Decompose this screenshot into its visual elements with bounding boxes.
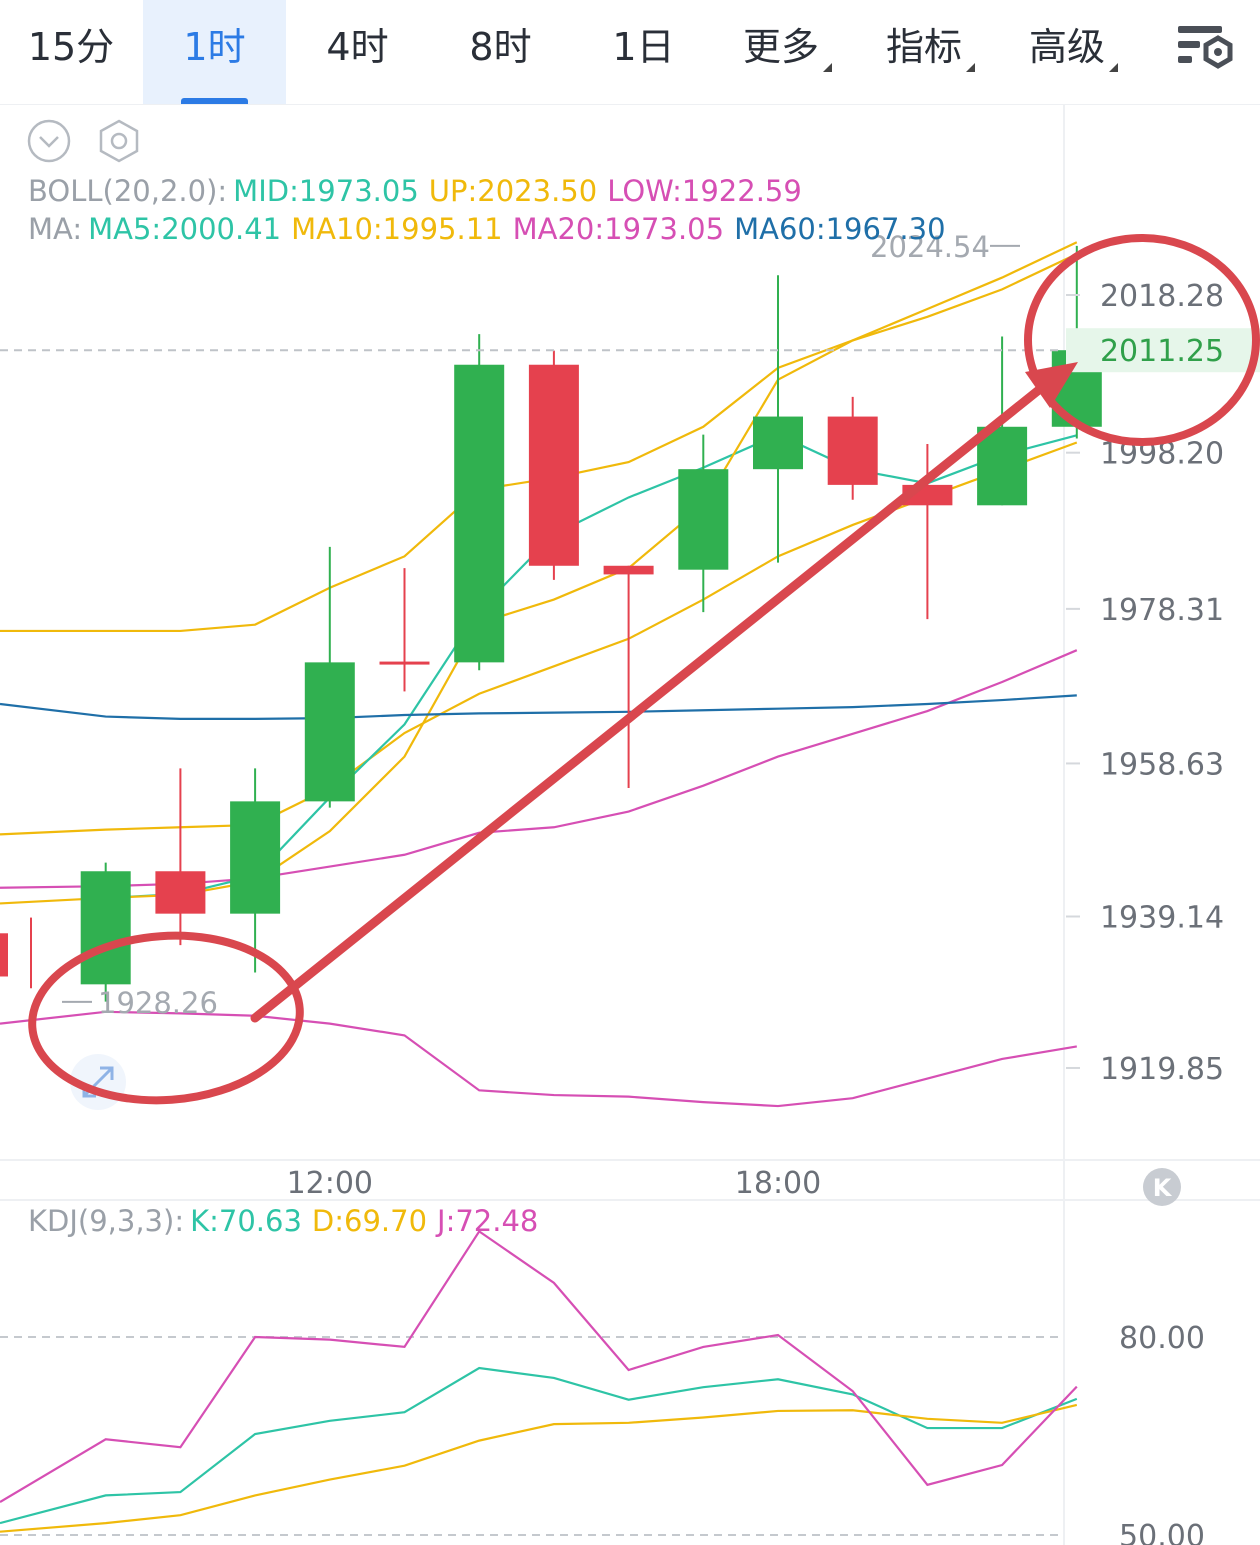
candle-body — [603, 565, 654, 575]
candle-body — [379, 661, 430, 665]
series-line-ma10 — [0, 241, 1078, 905]
max-price-label: 2024.54 — [870, 230, 990, 264]
candle — [155, 768, 206, 946]
kdj-label: KDJ(9,3,3): — [28, 1204, 185, 1238]
kdj-y-tick-label: 80.00 — [1119, 1321, 1205, 1356]
tab-4hour[interactable]: 4时 — [286, 0, 429, 104]
chart-settings-icon — [1178, 26, 1233, 69]
x-tick-label: 12:00 — [287, 1166, 373, 1201]
tab-1day[interactable]: 1日 — [572, 0, 715, 104]
boll-legend: BOLL(20,2.0): MID:1973.05 UP:2023.50 LOW:19… — [28, 174, 812, 208]
ma-label: MA: — [28, 212, 83, 246]
tab-indicators[interactable]: 指标 — [859, 0, 1002, 104]
series-line-boll-mid — [0, 441, 1078, 836]
tab-label: 1时 — [183, 25, 246, 69]
hexagon-settings-icon[interactable] — [96, 118, 142, 164]
candle-body — [678, 469, 729, 570]
kdj-j-value: J:72.48 — [437, 1204, 539, 1238]
min-price-label: 1928.26 — [98, 986, 218, 1020]
active-tab-indicator — [181, 98, 248, 104]
boll-label: BOLL(20,2.0): — [28, 174, 228, 208]
candle-body — [155, 871, 206, 914]
series-line-ma20 — [0, 649, 1078, 889]
candle — [230, 768, 281, 973]
candle — [304, 546, 355, 808]
tab-more[interactable]: 更多 — [716, 0, 859, 104]
tab-15min[interactable]: 15分 — [0, 0, 142, 104]
kdj-line-d — [0, 1403, 1078, 1533]
candle-body — [80, 871, 131, 985]
kdj-k-value: K:70.63 — [190, 1204, 302, 1238]
kdj-y-tick-label: 50.00 — [1119, 1519, 1205, 1545]
candle — [0, 917, 32, 989]
kline-logo-circle — [1143, 1168, 1181, 1206]
candle-body — [977, 426, 1028, 506]
candle — [528, 350, 579, 580]
last-price-tag — [1066, 328, 1260, 373]
chevron-down-circle-icon[interactable] — [26, 118, 72, 164]
candle — [454, 334, 505, 671]
tab-label: 高级 — [1028, 25, 1105, 69]
y-tick-label: 1919.85 — [1100, 1052, 1224, 1087]
candle-body — [304, 662, 355, 802]
tab-label: 8时 — [469, 25, 532, 69]
candle-body — [827, 416, 878, 485]
boll-up-value: UP:2023.50 — [428, 174, 598, 208]
tab-label: 1日 — [612, 25, 675, 69]
ma60-value: MA60:1967.30 — [734, 212, 946, 246]
boll-low-value: LOW:1922.59 — [607, 174, 802, 208]
candle — [977, 336, 1028, 506]
tab-1hour[interactable]: 1时 — [143, 0, 286, 104]
candle-body — [454, 364, 505, 663]
candle — [603, 565, 654, 789]
candle-body — [0, 933, 8, 977]
y-tick-label: 2018.28 — [1100, 279, 1224, 314]
candle-body — [528, 364, 579, 566]
annotation-circle-low — [28, 931, 304, 1105]
kdj-line-j — [0, 1229, 1078, 1503]
kdj-d-value: D:69.70 — [311, 1204, 428, 1238]
tab-label: 4时 — [326, 25, 389, 69]
annotation-circle-high — [1024, 234, 1260, 446]
dropdown-corner-icon — [1109, 63, 1118, 72]
last-price-label: 2011.25 — [1100, 334, 1224, 369]
candle — [379, 568, 430, 692]
tab-label: 更多 — [742, 25, 819, 69]
tab-advanced[interactable]: 高级 — [1002, 0, 1145, 104]
ma10-value: MA10:1995.11 — [291, 212, 503, 246]
kline-logo-icon: K — [1143, 1168, 1181, 1206]
ma20-value: MA20:1973.05 — [512, 212, 725, 246]
ma5-value: MA5:2000.41 — [88, 212, 282, 246]
candle — [80, 862, 131, 1002]
dropdown-corner-icon — [823, 63, 832, 72]
tab-8hour[interactable]: 8时 — [429, 0, 572, 104]
timeframe-tab-bar: 15分 1时 4时 8时 1日 更多 指标 高级 — [0, 0, 1260, 105]
tab-label: 指标 — [885, 25, 962, 69]
candle — [678, 434, 729, 613]
x-tick-label: 18:00 — [735, 1166, 821, 1201]
annotation-arrow-shaft — [250, 380, 1050, 1023]
series-line-ma60 — [0, 694, 1077, 721]
ma-legend: MA: MA5:2000.41 MA10:1995.11 MA20:1973.05 MA… — [28, 212, 956, 246]
series-line-boll-low — [0, 1010, 1077, 1108]
candle — [827, 396, 878, 500]
kline-logo-letter: K — [1153, 1174, 1173, 1202]
dropdown-corner-icon — [966, 63, 975, 72]
tab-label: 15分 — [27, 25, 115, 69]
y-tick-label: 1958.63 — [1100, 747, 1224, 782]
y-tick-label: 1939.14 — [1100, 900, 1224, 935]
boll-mid-value: MID:1973.05 — [233, 174, 419, 208]
candle-body — [753, 416, 803, 470]
candle-body — [230, 801, 281, 914]
y-tick-label: 1978.31 — [1100, 593, 1224, 628]
candle — [753, 275, 803, 563]
chart-settings-button[interactable] — [1150, 0, 1260, 104]
kdj-legend: KDJ(9,3,3): K:70.63 D:69.70 J:72.48 — [28, 1204, 548, 1238]
annotation-arrow-head — [1025, 362, 1078, 408]
